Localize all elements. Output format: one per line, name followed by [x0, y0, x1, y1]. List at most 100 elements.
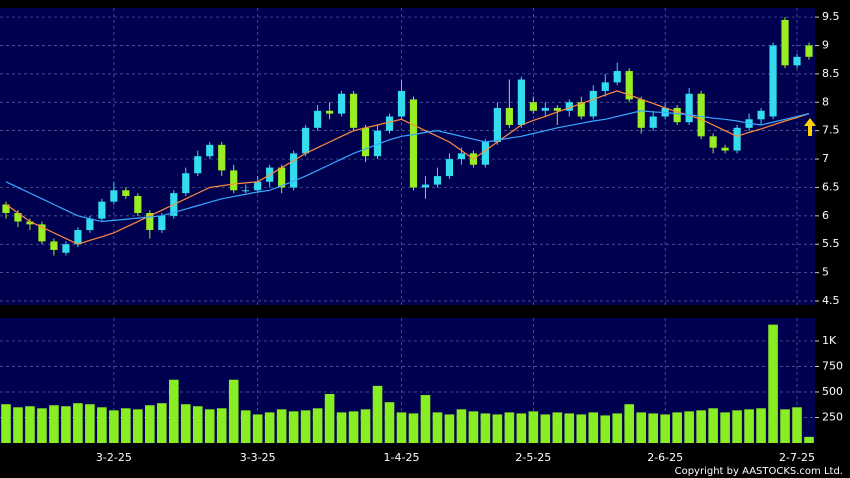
volume-bar: [408, 413, 419, 443]
volume-bar: [780, 409, 790, 443]
volume-bar: [516, 413, 527, 443]
volume-bar: [192, 406, 203, 443]
candle-body: [541, 107, 549, 111]
volume-bar: [97, 407, 107, 443]
volume-bar: [588, 412, 599, 443]
y-tick-label: 8.5: [822, 67, 840, 80]
x-tick-label: 3-3-25: [240, 451, 276, 464]
candle-body: [50, 241, 58, 250]
candle-body: [206, 144, 214, 157]
candle-body: [38, 224, 46, 242]
y-tick-label: 5.5: [822, 237, 840, 250]
volume-bar: [732, 410, 742, 443]
volume-bar: [252, 414, 263, 443]
volume-bar: [768, 324, 778, 443]
candle-body: [733, 127, 741, 151]
candle-body: [505, 107, 513, 125]
plot-layer: 3-2-25 3-3-25 1-4-25 2-5-25 2-6-25 2-7-25 4.5 5…: [0, 8, 843, 464]
moving-average: [5, 90, 810, 245]
volume-bar: [492, 414, 503, 443]
candle-body: [709, 136, 717, 148]
candle-body: [577, 102, 585, 117]
volume-bar: [480, 413, 491, 443]
candle-body: [721, 147, 729, 151]
candle-body: [361, 127, 370, 157]
volume-bar: [696, 410, 706, 443]
volume-bar: [360, 409, 371, 443]
volume-bar: [13, 407, 23, 443]
x-tick-label: 3-2-25: [96, 451, 132, 464]
candle-body: [337, 93, 346, 114]
volume-bar: [157, 403, 167, 443]
candle-body: [421, 184, 430, 188]
price-panel: [0, 8, 815, 305]
y-tick-label: 9: [822, 38, 829, 51]
candle-body: [14, 213, 22, 222]
volume-bar: [564, 413, 575, 443]
volume-bar: [37, 408, 47, 443]
candle-body: [254, 181, 262, 191]
volume-bar: [384, 402, 395, 443]
y-tick-label: 750: [822, 359, 843, 372]
candle-body: [290, 153, 298, 188]
candle-body: [218, 144, 226, 171]
volume-bar: [180, 404, 191, 443]
candle-body: [697, 93, 705, 137]
candle-body: [182, 173, 190, 194]
candle-body: [122, 190, 130, 196]
candle-body: [26, 221, 34, 225]
volume-bar: [684, 411, 694, 443]
candle-body: [589, 90, 597, 117]
x-tick-label: 2-7-25: [779, 451, 815, 464]
candle-body: [385, 116, 394, 131]
volume-bar: [456, 409, 467, 443]
volume-bar: [324, 394, 335, 443]
y-tick-label: 7: [822, 152, 829, 165]
volume-bar: [300, 410, 311, 443]
volume-bar: [145, 405, 155, 443]
candle-body: [481, 142, 489, 165]
candle-body: [601, 82, 609, 91]
candle-body: [613, 71, 621, 83]
volume-bar: [61, 406, 71, 443]
candle-body: [757, 110, 765, 120]
volume-bar: [49, 405, 59, 443]
y-tick-label: 5: [822, 266, 829, 279]
moving-average: [5, 110, 810, 223]
volume-bar: [1, 404, 11, 443]
y-tick-label: 6.5: [822, 180, 840, 193]
volume-bar: [25, 406, 35, 443]
candle-body: [457, 153, 466, 160]
y-tick-label: 9.5: [822, 10, 840, 23]
candle-body: [373, 130, 382, 157]
x-tick-label: 2-6-25: [647, 451, 683, 464]
volume-bar: [504, 412, 515, 443]
candle-body: [110, 190, 118, 202]
candle-body: [409, 99, 418, 188]
volume-bar: [528, 411, 539, 443]
candle-body: [62, 244, 70, 253]
candle-body: [2, 204, 10, 214]
volume-bar: [636, 412, 647, 443]
volume-bar: [396, 412, 407, 443]
candle-body: [805, 45, 813, 57]
candle-body: [433, 176, 442, 185]
candle-body: [146, 213, 154, 231]
y-tick-label: 4.5: [822, 294, 840, 307]
volume-bar: [660, 414, 670, 443]
candle-body: [397, 90, 406, 117]
y-tick-label: 7.5: [822, 124, 840, 137]
candle-body: [781, 19, 789, 66]
candle-body: [625, 71, 633, 100]
candle-body: [445, 159, 454, 177]
signal-arrow: [804, 118, 816, 136]
volume-bar: [552, 412, 563, 443]
candle-body: [74, 230, 82, 245]
volume-bar: [336, 412, 347, 443]
volume-bar: [216, 408, 227, 443]
candle-body: [242, 190, 250, 192]
volume-bar: [312, 408, 323, 443]
volume-bar: [420, 395, 431, 443]
